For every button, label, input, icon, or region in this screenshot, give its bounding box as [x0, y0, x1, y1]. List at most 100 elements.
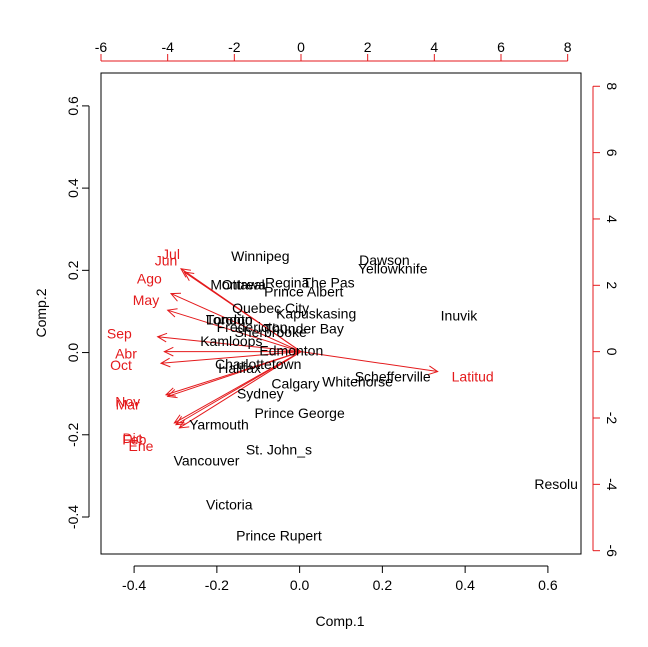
variable-label: Sep: [107, 325, 132, 341]
city-label: The Pas: [303, 275, 355, 291]
city-label: Kapuskasing: [276, 306, 356, 322]
y-tick-label: 0.4: [65, 178, 81, 198]
loading-arrow-shaft: [300, 351, 438, 373]
variable-label: Ene: [129, 438, 154, 454]
plot-border: [100, 72, 582, 555]
loading-arrow-head: [183, 271, 195, 281]
loading-arrow-shaft: [167, 351, 302, 397]
x-tick-label: 0.2: [373, 577, 393, 593]
loading-arrow-head: [427, 365, 439, 376]
loading-arrow-shaft: [157, 336, 302, 353]
city-label: Yarmouth: [189, 417, 249, 433]
loading-arrows: [156, 268, 439, 429]
city-label: London: [206, 312, 253, 328]
loading-arrow-shaft: [170, 293, 302, 353]
city-label: Prince George: [254, 405, 344, 421]
city-label: Fredericton: [217, 319, 288, 335]
city-label: Prince Albert: [264, 284, 343, 300]
loading-arrow-shaft: [160, 351, 302, 364]
city-label: Winnipeg: [231, 248, 289, 264]
loading-arrow-head: [156, 332, 168, 343]
y-tick-label: 0.6: [65, 96, 81, 116]
plot-frame: [100, 72, 582, 555]
loading-arrow-shaft: [175, 351, 302, 426]
top-tick-label: 8: [564, 39, 572, 55]
variable-label: Dic: [123, 430, 143, 446]
city-label: Whitehorse: [322, 373, 393, 389]
x-tick-label: -0.2: [205, 577, 229, 593]
city-label: Yellowknife: [358, 260, 428, 276]
loading-arrow-head: [173, 414, 185, 424]
city-label: Thunder Bay: [264, 321, 344, 337]
loading-arrow-head: [180, 268, 191, 278]
top-tick-label: 6: [497, 39, 505, 55]
right-tick-label: 8: [604, 82, 620, 90]
city-label: Resolu: [534, 476, 578, 492]
city-label: Dawson: [359, 252, 410, 268]
variable-label: Mar: [116, 397, 140, 413]
right-tick-label: 4: [604, 215, 620, 223]
variable-label: Ago: [137, 271, 162, 287]
top-tick-label: -6: [95, 39, 108, 55]
top-tick-label: -2: [228, 39, 241, 55]
city-label: Charlottetown: [215, 356, 301, 372]
variable-label: Abr: [115, 345, 137, 361]
city-label: Quebec City: [232, 300, 309, 316]
city-label: Regina: [265, 275, 310, 291]
right-tick-label: 0: [604, 348, 620, 356]
x-tick-label: 0.4: [455, 577, 475, 593]
loading-arrow-head: [166, 308, 178, 318]
city-label: Sydney: [237, 386, 284, 402]
variable-label: Nov: [115, 393, 140, 409]
top-tick-label: 4: [430, 39, 438, 55]
x-axis-title: Comp.1: [315, 613, 364, 629]
x-tick-label: 0.0: [290, 577, 310, 593]
right-tick-label: 2: [604, 281, 620, 289]
x-tick-label: -0.4: [122, 577, 146, 593]
loading-arrow-shaft: [179, 351, 302, 429]
bottom-axis: -0.4 -0.2 0.0 0.2 0.4 0.6: [122, 565, 558, 593]
y-tick-label: 0.2: [65, 260, 81, 280]
variable-label: Latitud: [452, 369, 494, 385]
top-tick-label: -4: [161, 39, 174, 55]
loading-arrow-head: [175, 416, 187, 426]
city-label: Schefferville: [355, 368, 431, 384]
city-label: Halifax: [218, 360, 261, 376]
loading-arrow-head: [169, 292, 182, 302]
variable-label: Jun: [155, 252, 178, 268]
y-tick-label: -0.2: [65, 423, 81, 447]
city-label: Toronto: [206, 312, 253, 328]
city-label: Ottawa: [222, 277, 267, 293]
loading-arrow-shaft: [184, 271, 302, 353]
city-label: Victoria: [206, 497, 253, 513]
right-axis: -6 -4 -2 0 2 4 6 8: [592, 82, 620, 557]
city-label: Inuvik: [441, 308, 479, 324]
y-tick-label: -0.4: [65, 505, 81, 529]
right-tick-label: -4: [604, 478, 620, 491]
loading-arrow-head: [159, 357, 171, 368]
loading-arrow-head: [164, 387, 176, 397]
city-label: Montreal: [210, 277, 264, 293]
left-axis: -0.4 -0.2 0.0 0.2 0.4 0.6: [65, 96, 90, 529]
loading-arrow-head: [163, 346, 174, 357]
city-label: Prince Rupert: [236, 528, 322, 544]
right-tick-label: -2: [604, 412, 620, 425]
loading-arrow-head: [166, 389, 178, 399]
y-axis-title: Comp.2: [33, 288, 49, 337]
variable-label: Oct: [110, 357, 132, 373]
city-label: St. John_s: [246, 442, 312, 458]
top-tick-label: 2: [364, 39, 372, 55]
top-axis: -6 -4 -2 0 2 4 6 8: [95, 39, 572, 62]
city-label: Vancouver: [174, 452, 240, 468]
city-label: Sherbrooke: [234, 324, 307, 340]
variable-label: Jul: [162, 246, 180, 262]
city-label: Edmonton: [259, 343, 323, 359]
variable-label: May: [133, 292, 159, 308]
loading-arrow-shaft: [167, 309, 302, 353]
right-tick-label: -6: [604, 544, 620, 557]
loading-arrow-head: [178, 419, 190, 429]
city-label: Calgary: [271, 375, 319, 391]
